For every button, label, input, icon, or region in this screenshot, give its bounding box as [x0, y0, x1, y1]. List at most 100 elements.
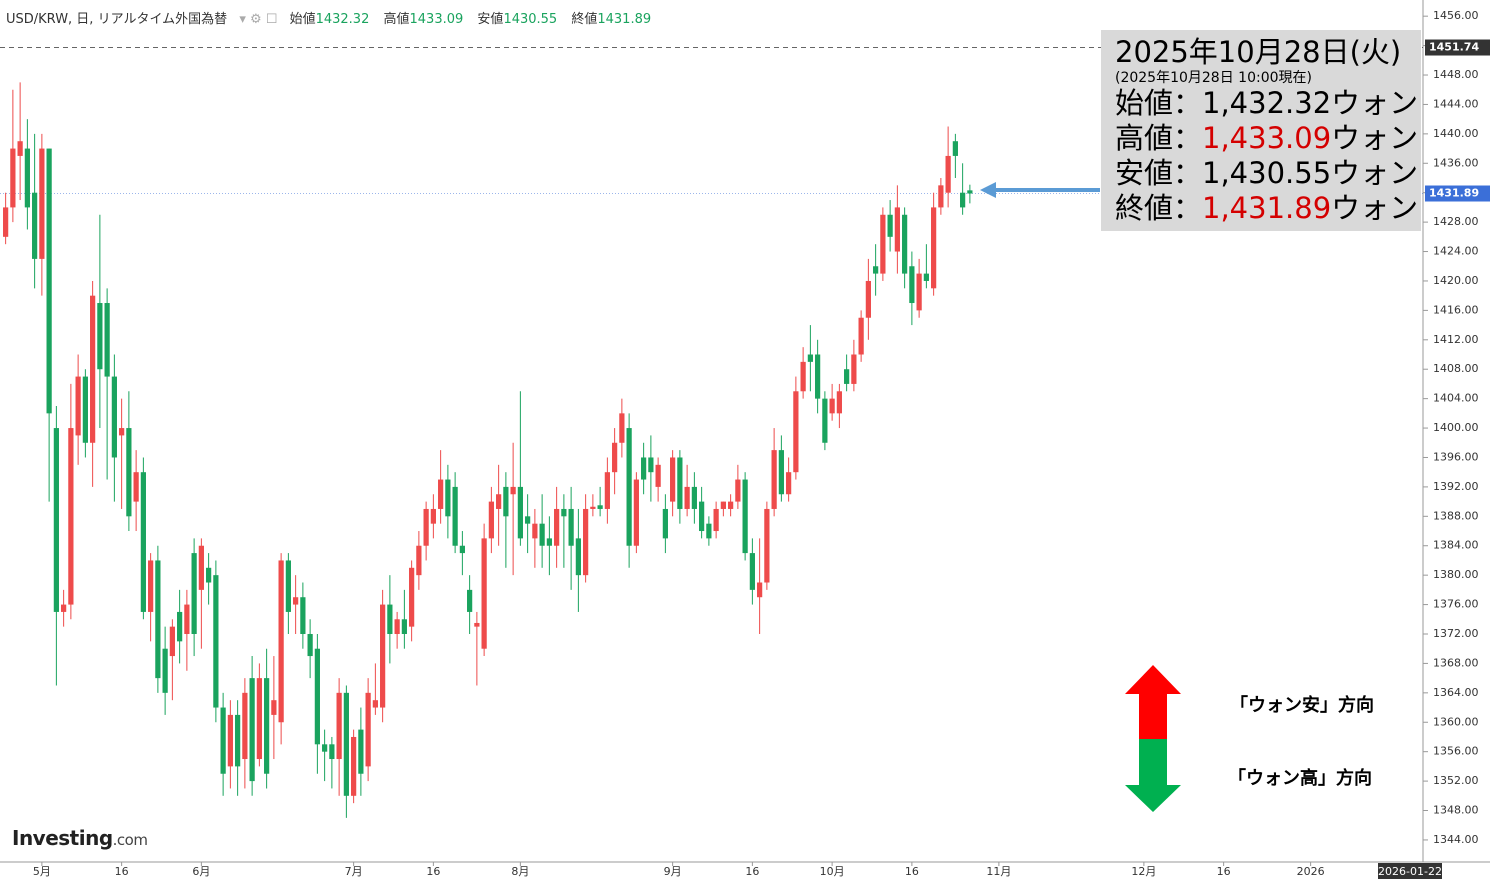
candle-body	[771, 450, 777, 509]
candle-body	[633, 479, 639, 546]
candle-body	[706, 523, 712, 539]
x-tick-label: 16	[905, 865, 919, 878]
x-tick-label: 6月	[192, 865, 210, 878]
candle-body	[445, 479, 451, 517]
x-tick-label: 8月	[511, 865, 529, 878]
candle-body	[670, 457, 676, 502]
ohlc-label: 安値	[477, 12, 504, 27]
candle-body	[401, 619, 407, 634]
candle-body	[322, 744, 328, 752]
candle-body	[829, 398, 835, 414]
candle-body	[10, 148, 16, 208]
candle-body	[931, 207, 937, 289]
candle-body	[32, 192, 38, 259]
candle-body	[575, 538, 581, 576]
candle-body	[307, 633, 313, 657]
candle-body	[314, 648, 320, 745]
candle-body	[126, 428, 132, 517]
candle-body	[177, 611, 183, 642]
candle-body	[423, 508, 429, 546]
candle-body	[380, 604, 386, 708]
y-tick-label: 1372.00	[1433, 627, 1479, 640]
candle-body	[90, 295, 96, 443]
y-tick-label: 1436.00	[1433, 156, 1479, 169]
candle-body	[329, 744, 335, 760]
crosshair-date-bg	[1378, 863, 1442, 879]
y-tick-label: 1364.00	[1433, 686, 1479, 699]
candle-body	[851, 354, 857, 384]
annotation-rows: 始値：1,432.32ウォン 高値：1,433.09ウォン 安値：1,430.55ウ…	[1115, 86, 1421, 226]
candle-body	[53, 428, 59, 612]
candle-body	[235, 714, 241, 767]
candle-body	[488, 501, 494, 539]
price-label: 1451.74	[1429, 41, 1479, 54]
candle-body	[394, 619, 400, 634]
y-tick-label: 1416.00	[1433, 303, 1479, 316]
candle-body	[561, 508, 567, 517]
candle-body	[662, 508, 668, 539]
candle-body	[568, 508, 574, 546]
x-tick-label: 11月	[986, 865, 1011, 878]
x-tick-label: 9月	[664, 865, 682, 878]
candle-body	[691, 486, 697, 509]
candle-body	[459, 545, 465, 554]
x-tick-label: 16	[426, 865, 440, 878]
candle-body	[119, 428, 125, 436]
annotation-label: 始値：	[1115, 86, 1203, 120]
candle-body	[865, 280, 871, 318]
symbol-title: USD/KRW, 日, リアルタイム外国為替	[6, 12, 228, 27]
candle-body	[191, 553, 197, 634]
candle-body	[873, 266, 879, 274]
candle-body	[960, 192, 966, 208]
y-tick-label: 1428.00	[1433, 215, 1479, 228]
candle-body	[655, 464, 661, 487]
candle-body	[242, 692, 248, 760]
candle-body	[757, 582, 763, 598]
direction-label: 「ウォン高」方向	[1228, 768, 1372, 789]
y-tick-label: 1388.00	[1433, 509, 1479, 522]
candle-body	[162, 648, 168, 693]
candle-body	[880, 214, 886, 274]
candle-body	[720, 501, 726, 509]
candle-body	[155, 560, 161, 679]
candle-body	[626, 428, 632, 546]
y-tick-label: 1376.00	[1433, 598, 1479, 611]
y-tick-label: 1412.00	[1433, 333, 1479, 346]
candle-body	[61, 604, 67, 612]
candle-body	[510, 486, 516, 495]
candle-body	[684, 486, 690, 509]
candle-body	[416, 545, 422, 576]
candle-body	[111, 376, 117, 458]
candle-body	[909, 266, 915, 304]
candle-body	[749, 553, 755, 590]
annotation-label: 終値：	[1115, 191, 1203, 225]
candle-body	[387, 604, 393, 634]
candle-body	[902, 214, 908, 274]
y-tick-label: 1348.00	[1433, 804, 1479, 817]
candle-body	[619, 413, 625, 443]
candle-body	[728, 501, 734, 509]
candle-body	[481, 538, 487, 649]
candle-body	[967, 190, 973, 194]
candle-body	[256, 678, 262, 760]
price-label: 1431.89	[1429, 187, 1479, 200]
y-tick-label: 1448.00	[1433, 68, 1479, 81]
y-tick-label: 1360.00	[1433, 715, 1479, 728]
annotation-row: 高値：1,433.09ウォン	[1115, 121, 1421, 156]
candle-body	[815, 354, 821, 399]
candle-body	[822, 398, 828, 443]
candle-body	[474, 622, 480, 627]
y-tick-label: 1424.00	[1433, 245, 1479, 258]
axis-panel	[1423, 0, 1490, 879]
annotation-row: 終値：1,431.89ウォン	[1115, 191, 1421, 226]
down-arrow	[1125, 739, 1181, 812]
ohlc-value: 1432.32	[315, 12, 370, 27]
candle-body	[546, 538, 552, 546]
candle-body	[713, 508, 719, 532]
x-tick-label: 7月	[345, 865, 363, 878]
candle-body	[858, 317, 864, 355]
candle-body	[612, 442, 618, 473]
y-tick-label: 1404.00	[1433, 392, 1479, 405]
candle-body	[517, 486, 523, 539]
